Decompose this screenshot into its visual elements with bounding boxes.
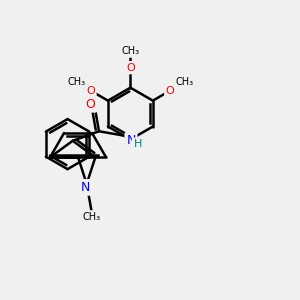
Text: CH₃: CH₃	[121, 46, 140, 56]
Text: CH₃: CH₃	[67, 77, 86, 87]
Text: O: O	[85, 98, 95, 111]
Text: O: O	[86, 85, 95, 96]
Text: O: O	[126, 63, 135, 73]
Text: N: N	[80, 181, 90, 194]
Text: O: O	[166, 85, 175, 96]
Text: N: N	[126, 134, 136, 147]
Text: CH₃: CH₃	[82, 212, 100, 222]
Text: H: H	[134, 140, 142, 149]
Text: CH₃: CH₃	[175, 77, 194, 87]
